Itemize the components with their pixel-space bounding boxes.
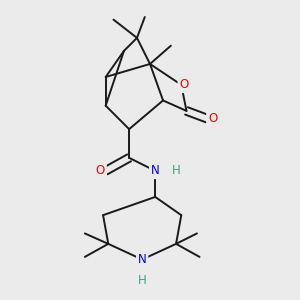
Text: N: N xyxy=(151,164,160,177)
Text: H: H xyxy=(138,274,147,287)
Text: N: N xyxy=(138,253,147,266)
Text: O: O xyxy=(96,164,105,177)
Text: O: O xyxy=(208,112,217,125)
Text: O: O xyxy=(179,78,188,91)
Text: H: H xyxy=(172,164,180,177)
